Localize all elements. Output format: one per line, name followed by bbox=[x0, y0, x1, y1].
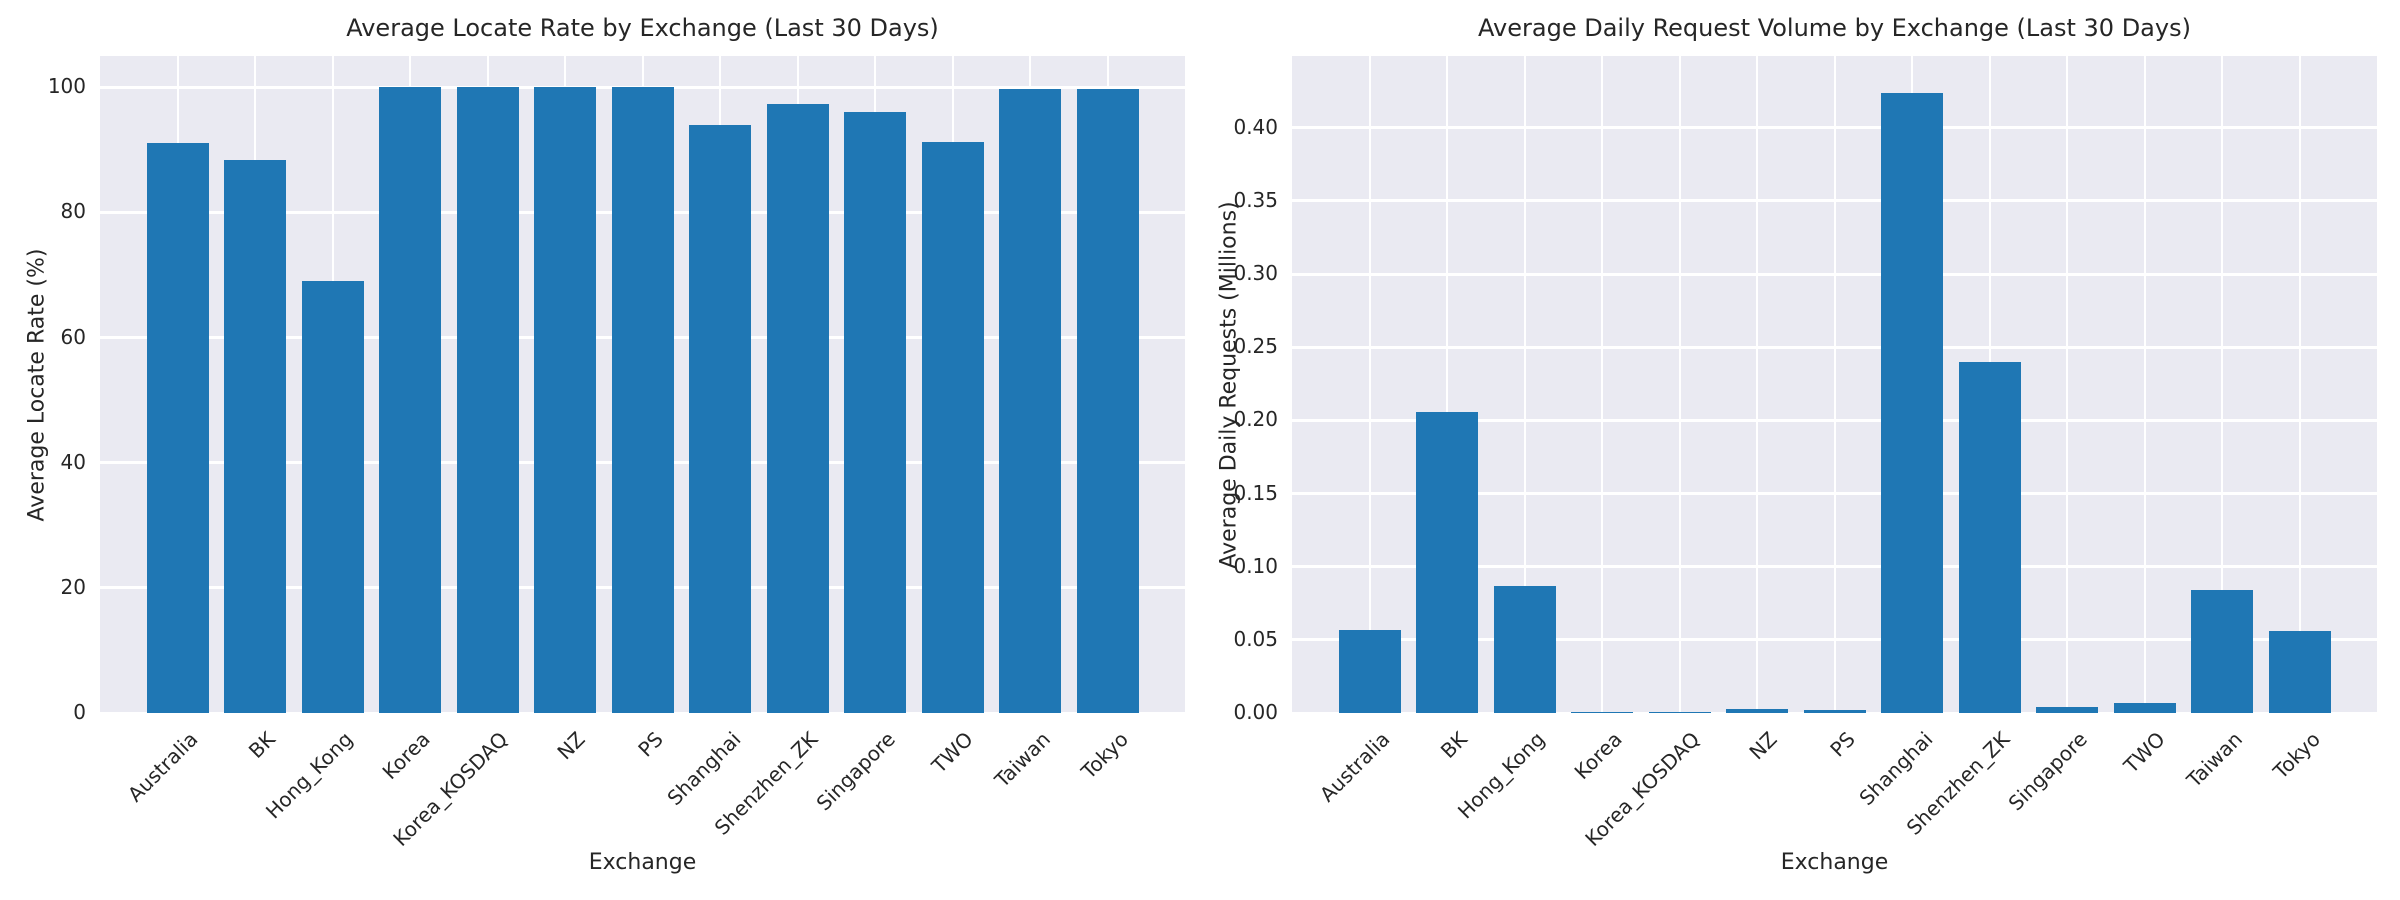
y-tick-label: 0.05 bbox=[1233, 626, 1278, 651]
x-tick-label: Singapore bbox=[2003, 727, 2092, 816]
bar-Singapore bbox=[2036, 707, 2098, 713]
x-tick-label: PS bbox=[1824, 727, 1860, 762]
gridline-horizontal bbox=[1292, 711, 2377, 715]
y-tick-label: 0.20 bbox=[1233, 407, 1278, 432]
gridline-vertical bbox=[1678, 56, 1681, 713]
bar-BK bbox=[1416, 411, 1478, 713]
y-tick-label: 0.35 bbox=[1233, 187, 1278, 212]
plot-area bbox=[1292, 56, 2377, 715]
x-tick-label: Tokyo bbox=[2267, 727, 2325, 784]
y-tick-label: 20 bbox=[60, 574, 86, 599]
y-tick-label: 0.15 bbox=[1233, 480, 1278, 505]
bar-Korea bbox=[1571, 711, 1633, 713]
x-tick-label: Australia bbox=[1314, 727, 1395, 807]
bar-BK bbox=[224, 159, 286, 713]
y-tick-label: 40 bbox=[60, 449, 86, 474]
x-tick-label: Korea bbox=[1569, 727, 1627, 785]
bar-TWO bbox=[2113, 702, 2176, 713]
y-tick-label: 0.30 bbox=[1233, 261, 1278, 286]
chart-title: Average Locate Rate by Exchange (Last 30… bbox=[346, 14, 939, 42]
y-tick-label: 60 bbox=[60, 324, 86, 349]
bar-NZ bbox=[534, 87, 596, 713]
bar-Tokyo bbox=[2268, 631, 2331, 713]
gridline-vertical bbox=[1833, 56, 1836, 713]
y-tick-label: 0.40 bbox=[1233, 114, 1278, 139]
bar-Hong_Kong bbox=[1493, 585, 1556, 713]
x-tick-label: Shanghai bbox=[1853, 727, 1937, 811]
gridline-vertical bbox=[1601, 56, 1603, 713]
y-tick-label: 0.00 bbox=[1233, 700, 1278, 724]
x-tick-label: TWO bbox=[2118, 727, 2170, 778]
gridline-vertical bbox=[2298, 56, 2301, 713]
x-tick-label: Taiwan bbox=[2181, 727, 2247, 793]
bar-Korea_KOSDAQ bbox=[456, 87, 519, 713]
gridline-vertical bbox=[2221, 56, 2223, 713]
x-axis-label: Exchange bbox=[1780, 850, 1889, 875]
gridline-vertical bbox=[1523, 56, 1526, 713]
y-axis-label: Average Daily Requests (Millions) bbox=[1216, 200, 1241, 569]
bar-TWO bbox=[921, 142, 984, 713]
x-tick-label: BK bbox=[1436, 727, 1472, 763]
bar-PS bbox=[1803, 710, 1866, 713]
bar-NZ bbox=[1726, 708, 1788, 713]
gridline-vertical bbox=[1756, 56, 1758, 713]
plot-area bbox=[100, 56, 1185, 715]
y-tick-label: 100 bbox=[47, 74, 86, 99]
gridline-vertical bbox=[2143, 56, 2146, 713]
bar-Australia bbox=[146, 142, 209, 713]
x-tick-label: NZ bbox=[1744, 727, 1782, 765]
bar-Shenzhen_ZK bbox=[766, 103, 829, 713]
y-tick-label: 0.25 bbox=[1233, 334, 1278, 359]
bar-Taiwan bbox=[999, 89, 1061, 713]
bar-Shanghai bbox=[1881, 92, 1943, 713]
y-tick-label: 0 bbox=[73, 700, 86, 724]
bar-Korea_KOSDAQ bbox=[1648, 711, 1711, 713]
bar-Australia bbox=[1338, 629, 1401, 713]
gridline-vertical bbox=[1446, 56, 1448, 713]
bar-Tokyo bbox=[1076, 89, 1139, 713]
gridline-vertical bbox=[1368, 56, 1371, 713]
bar-Korea bbox=[379, 87, 441, 713]
bar-Shenzhen_ZK bbox=[1958, 361, 2021, 713]
x-axis-label: Exchange bbox=[588, 850, 697, 875]
y-tick-label: 0.10 bbox=[1233, 553, 1278, 578]
bar-Shanghai bbox=[689, 124, 751, 713]
gridline-vertical bbox=[2066, 56, 2068, 713]
chart-title: Average Daily Request Volume by Exchange… bbox=[1478, 14, 2191, 42]
bar-Singapore bbox=[844, 112, 906, 713]
gridline-horizontal bbox=[100, 711, 1185, 715]
bar-Taiwan bbox=[2191, 590, 2253, 713]
bar-PS bbox=[611, 87, 674, 713]
bar-Hong_Kong bbox=[301, 280, 364, 713]
y-tick-label: 80 bbox=[60, 199, 86, 224]
